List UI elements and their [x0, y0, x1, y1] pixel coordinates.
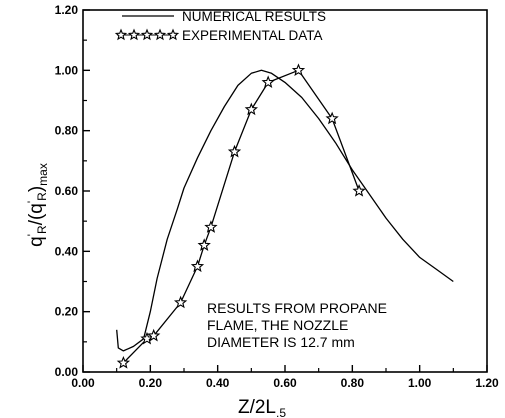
- legend-star: [140, 28, 154, 41]
- x-axis-label-main: Z/2L: [238, 397, 276, 418]
- y-label-sub-r-2: R: [35, 192, 49, 201]
- legend-star: [127, 28, 141, 41]
- y-label-slash: /(q: [26, 203, 47, 225]
- legend-label-experimental: EXPERIMENTAL DATA: [182, 28, 323, 43]
- data-point-star: [197, 238, 211, 251]
- y-label-prime: ': [25, 234, 39, 236]
- data-point-star: [261, 75, 275, 89]
- y-label-close: ): [26, 186, 47, 192]
- x-tick-label: 0.20: [139, 376, 163, 390]
- numerical-results-line: [116, 69, 454, 352]
- data-point-star: [325, 111, 339, 125]
- legend-swatch-experimental: [114, 28, 180, 41]
- data-point-star: [291, 63, 306, 76]
- x-tick-label: 0.80: [341, 376, 365, 390]
- x-axis-ticks: 0.00 0.20 0.40 0.60 0.80 1.00 1.20: [71, 365, 499, 390]
- data-point-star: [147, 328, 161, 342]
- y-tick-label: 1.20: [55, 3, 79, 17]
- annotation: RESULTS FROM PROPANE FLAME, THE NOZZLE D…: [207, 300, 387, 350]
- annotation-line-2: FLAME, THE NOZZLE: [207, 317, 348, 333]
- data-point-star: [352, 184, 366, 197]
- legend: NUMERICAL RESULTS EXPERIMENTAL DATA: [114, 9, 326, 43]
- y-label-prime-2: ': [25, 201, 39, 203]
- y-label-sub-r: R: [35, 225, 49, 234]
- x-tick-label: 0.60: [273, 376, 297, 390]
- x-axis-label: Z/2L.5: [238, 397, 286, 418]
- annotation-line-3: DIAMETER IS 12.7 mm: [207, 334, 355, 350]
- annotation-line-1: RESULTS FROM PROPANE: [207, 300, 387, 316]
- x-tick-label: 0.00: [71, 376, 95, 390]
- data-point-star: [244, 102, 258, 116]
- y-tick-label: 0.40: [55, 244, 79, 258]
- x-tick-label: 0.40: [206, 376, 230, 390]
- y-tick-label: 0.60: [55, 184, 79, 198]
- y-label-sub-max: max: [36, 163, 50, 186]
- x-tick-label: 1.00: [408, 376, 432, 390]
- data-point-star: [116, 355, 131, 369]
- data-point-star: [190, 259, 205, 273]
- x-axis-label-sub: .5: [276, 406, 286, 418]
- y-axis-label: q'R/(q'R)max: [25, 163, 50, 247]
- y-tick-label: 0.00: [55, 365, 79, 379]
- data-point-star: [204, 220, 218, 233]
- y-tick-label: 1.00: [55, 63, 79, 77]
- legend-star: [166, 28, 180, 41]
- y-axis-ticks: 0.00 0.20 0.40 0.60 0.80 1.00 1.20: [55, 3, 90, 379]
- y-tick-label: 0.80: [55, 124, 79, 138]
- data-point-star: [227, 144, 242, 158]
- x-tick-label: 1.20: [475, 376, 499, 390]
- legend-label-numerical: NUMERICAL RESULTS: [182, 9, 326, 24]
- legend-star: [114, 28, 128, 41]
- experimental-markers: [116, 63, 366, 369]
- legend-star: [153, 28, 167, 41]
- y-label-q: q: [26, 236, 47, 247]
- y-tick-label: 0.20: [55, 305, 79, 319]
- data-point-star: [173, 295, 188, 309]
